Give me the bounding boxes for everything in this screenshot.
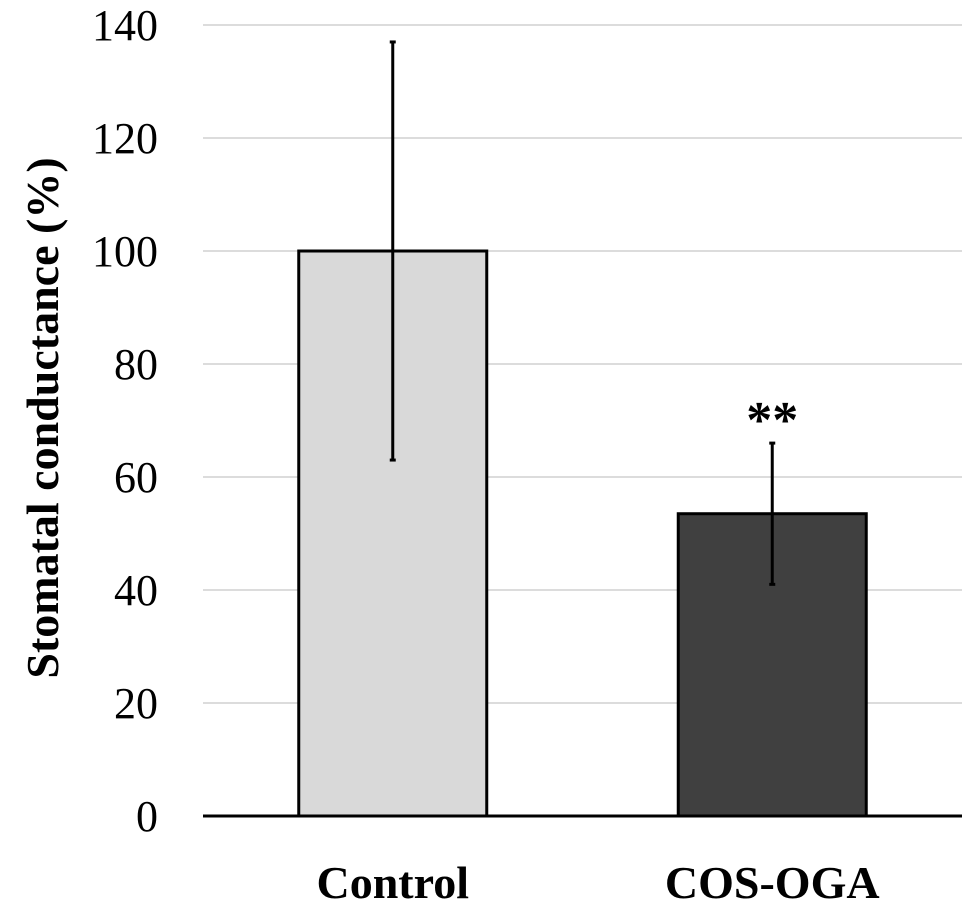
y-tick-label: 40 bbox=[114, 566, 158, 615]
y-tick-label: 60 bbox=[114, 453, 158, 502]
y-tick-label: 120 bbox=[92, 114, 158, 163]
x-category-label: Control bbox=[317, 857, 470, 908]
x-category-label: COS-OGA bbox=[665, 857, 880, 908]
error-bar-cos-oga bbox=[769, 441, 776, 586]
y-tick-label: 20 bbox=[114, 679, 158, 728]
y-tick-label: 140 bbox=[92, 1, 158, 50]
bars bbox=[297, 249, 868, 818]
significance-annotations: ** bbox=[746, 392, 798, 449]
y-tick-labels: 0 20 40 60 80 100 120 140 bbox=[92, 1, 158, 841]
y-axis-label: Stomatal conductance (%) bbox=[17, 157, 68, 678]
x-category-labels: Control COS-OGA bbox=[317, 857, 880, 908]
y-tick-label: 100 bbox=[92, 227, 158, 276]
y-tick-label: 80 bbox=[114, 340, 158, 389]
y-tick-label: 0 bbox=[136, 792, 158, 841]
significance-marker: ** bbox=[746, 392, 798, 449]
error-bar-control bbox=[389, 40, 396, 462]
error-bars bbox=[389, 40, 776, 586]
